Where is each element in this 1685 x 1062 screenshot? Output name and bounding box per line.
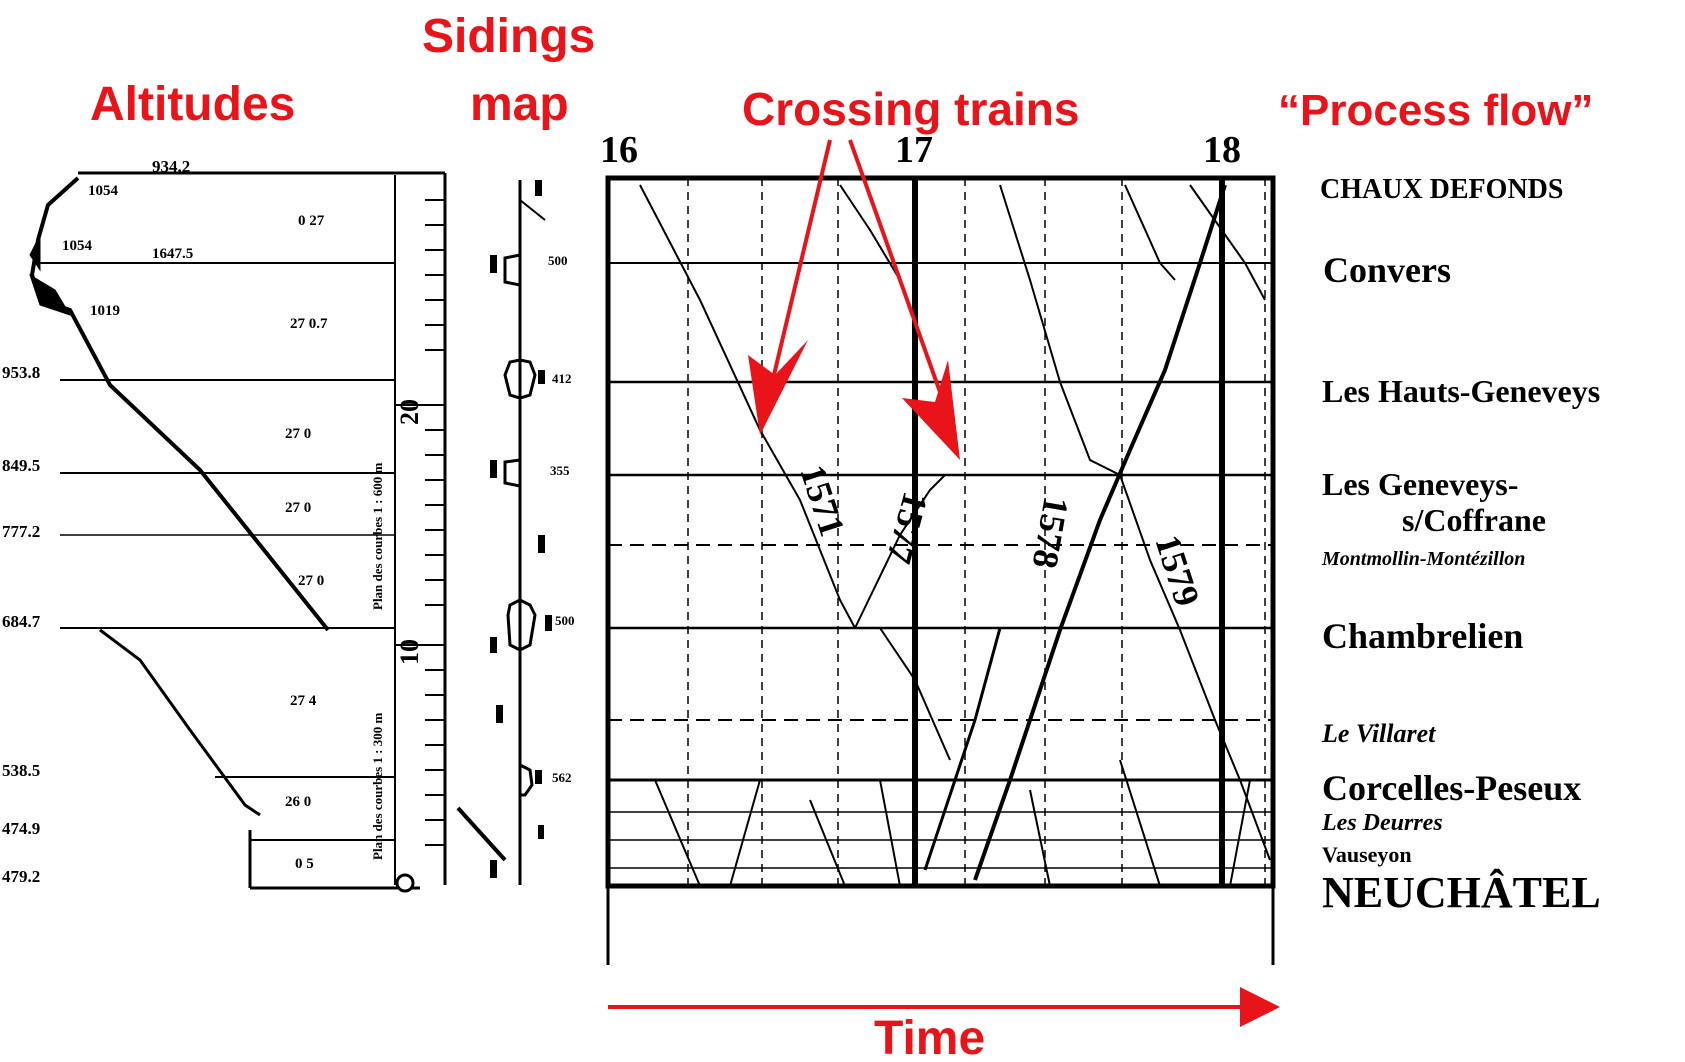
altitude-deurres: 474.9 <box>2 819 40 838</box>
sidings-label-line2: map <box>470 78 569 131</box>
altitude-geneveys: 849.5 <box>2 456 40 475</box>
train-number-1577: 1577 <box>879 488 936 568</box>
gradient-6: 26 0 <box>285 794 311 810</box>
sidings-label-line1: Sidings <box>422 10 595 63</box>
altitude-montmollin: 777.2 <box>2 522 40 541</box>
gradient-5: 27 4 <box>290 693 317 709</box>
gradient-7: 0 5 <box>295 856 314 872</box>
train-paths <box>639 184 1271 887</box>
sidings-map <box>456 180 546 885</box>
profile-altitude-a: 1054 <box>88 183 119 199</box>
altitude-chaux: 934.2 <box>152 157 190 176</box>
siding-value-0: 500 <box>548 253 568 268</box>
train-number-1571: 1571 <box>792 460 852 541</box>
process-flow-label: “Process flow” <box>1278 86 1593 135</box>
profile-altitude-b: 1054 <box>62 238 93 254</box>
crossing-trains-label: Crossing trains <box>742 83 1079 135</box>
siding-value-4: 562 <box>552 770 572 785</box>
station-geneveys-line2: s/Coffrane <box>1402 502 1546 538</box>
train-number-1578: 1578 <box>1025 494 1077 572</box>
siding-value-1: 412 <box>552 371 572 386</box>
station-chaux-de-fonds: CHAUX DEFONDS <box>1320 174 1563 205</box>
scale-text-lower: Plan des courbes 1 : 300 m <box>370 713 385 861</box>
station-le-villaret: Le Villaret <box>1321 719 1436 748</box>
crossing-arrow-head-right <box>902 360 960 460</box>
altitude-chambrelien: 684.7 <box>2 612 41 631</box>
station-les-deurres: Les Deurres <box>1321 810 1443 836</box>
gradient-3: 27 0 <box>285 500 311 516</box>
altitude-hauts-geneveys: 953.8 <box>2 363 40 382</box>
scale-mark-10: 10 <box>395 639 424 665</box>
train-path-1571 <box>639 184 951 761</box>
station-hauts-geneveys: Les Hauts-Geneveys <box>1322 373 1600 409</box>
siding-value-3: 500 <box>555 613 575 628</box>
station-convers: Convers <box>1323 250 1451 290</box>
altitude-corcelles: 538.5 <box>2 761 40 780</box>
altitudes-label: Altitudes <box>90 78 295 131</box>
station-chambrelien: Chambrelien <box>1322 616 1523 656</box>
gradient-2: 27 0 <box>285 426 311 442</box>
station-vauseyon: Vauseyon <box>1322 842 1412 867</box>
train-path-1577 <box>854 474 980 629</box>
station-corcelles-peseux: Corcelles-Peseux <box>1322 768 1581 808</box>
gradient-0: 0 27 <box>298 213 325 229</box>
altitude-neuchatel: 479.2 <box>2 867 40 886</box>
siding-value-2: 355 <box>550 463 570 478</box>
scale-text-upper: Plan des courbes 1 : 600 m <box>370 463 385 611</box>
train-path-1578 <box>973 184 1227 881</box>
siding-markers <box>490 180 552 878</box>
gradient-1: 27 0.7 <box>290 316 328 332</box>
train-path-1579 <box>1119 474 1271 861</box>
station-geneveys-line1: Les Geneveys- <box>1322 466 1518 502</box>
profile-altitude-c: 1019 <box>90 303 120 319</box>
crossing-arrow-head-left <box>748 340 808 435</box>
hour-label-18: 18 <box>1203 129 1241 171</box>
train-graph-grid <box>605 175 1276 965</box>
hour-label-16: 16 <box>600 129 638 171</box>
hour-label-17: 17 <box>895 129 933 171</box>
gradient-4: 27 0 <box>298 573 324 589</box>
station-montmollin: Montmollin-Montézillon <box>1321 548 1525 570</box>
tunnel-length: 1647.5 <box>152 246 193 262</box>
altitude-ticks <box>425 199 445 846</box>
crossing-arrows <box>748 139 960 460</box>
time-label: Time <box>874 1012 985 1062</box>
station-neuchatel: NEUCHÂTEL <box>1322 868 1601 917</box>
train-number-1579: 1579 <box>1147 530 1207 611</box>
scale-mark-20: 20 <box>395 399 424 425</box>
